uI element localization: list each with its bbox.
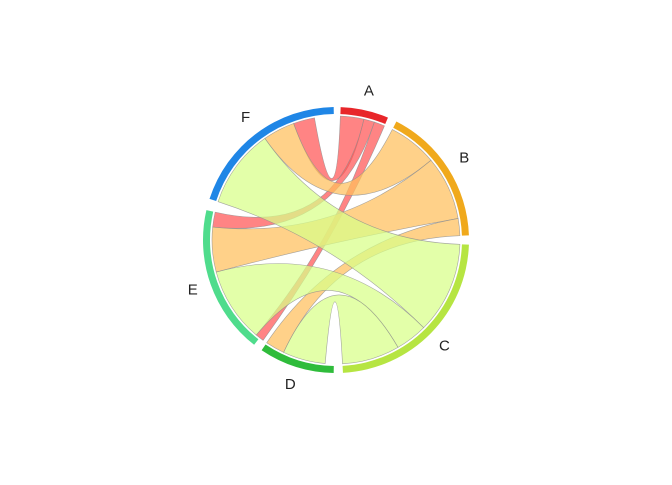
sector-label-a: A: [364, 83, 374, 100]
labels-layer: A B C D E F: [188, 83, 469, 393]
sector-label-f: F: [241, 109, 250, 126]
sector-arc-e: [203, 210, 259, 345]
ribbon-c-f: [217, 138, 461, 329]
ribbons-layer: [211, 115, 461, 365]
ribbon-c-d: [283, 294, 399, 365]
sector-label-d: D: [285, 376, 296, 393]
sector-arc-f: [209, 107, 334, 202]
sector-label-e: E: [188, 282, 198, 299]
sector-label-b: B: [459, 149, 469, 166]
sector-arc-c: [342, 244, 469, 373]
sector-label-c: C: [439, 338, 450, 355]
sector-arc-b: [393, 121, 469, 236]
sectors-layer: [203, 107, 469, 373]
sector-arc-a: [340, 107, 388, 125]
sector-arc-d: [261, 344, 334, 373]
